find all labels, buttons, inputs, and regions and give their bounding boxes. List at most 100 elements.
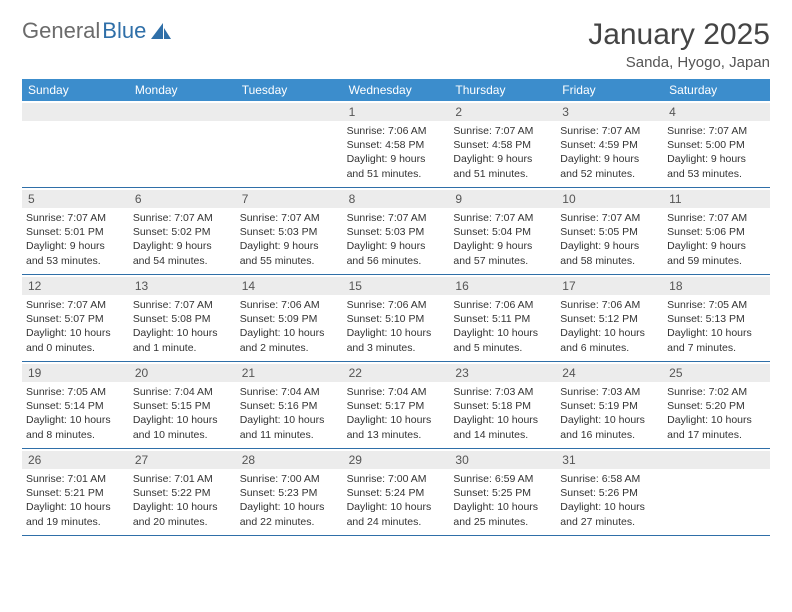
daylight-text: Daylight: 10 hours and 10 minutes. (133, 413, 232, 441)
sunset-text: Sunset: 5:11 PM (453, 312, 552, 326)
sunset-text: Sunset: 4:59 PM (560, 138, 659, 152)
daylight-text: Daylight: 10 hours and 27 minutes. (560, 500, 659, 528)
day-number: 28 (242, 453, 337, 467)
sunrise-text: Sunrise: 7:00 AM (347, 472, 446, 486)
sunrise-text: Sunrise: 7:00 AM (240, 472, 339, 486)
day-number-wrap: 24 (556, 364, 663, 382)
day-header: Wednesday (343, 79, 450, 101)
day-header-row: Sunday Monday Tuesday Wednesday Thursday… (22, 79, 770, 101)
calendar-cell: 11Sunrise: 7:07 AMSunset: 5:06 PMDayligh… (663, 188, 770, 274)
calendar-grid: Sunday Monday Tuesday Wednesday Thursday… (22, 79, 770, 536)
day-number-wrap (236, 103, 343, 121)
sunset-text: Sunset: 4:58 PM (347, 138, 446, 152)
sunset-text: Sunset: 5:06 PM (667, 225, 766, 239)
sunset-text: Sunset: 5:26 PM (560, 486, 659, 500)
day-number-wrap: 28 (236, 451, 343, 469)
daylight-text: Daylight: 10 hours and 24 minutes. (347, 500, 446, 528)
title-block: January 2025 Sanda, Hyogo, Japan (588, 18, 770, 71)
day-number: 18 (669, 279, 764, 293)
sunset-text: Sunset: 5:09 PM (240, 312, 339, 326)
sunset-text: Sunset: 5:13 PM (667, 312, 766, 326)
calendar-cell: 12Sunrise: 7:07 AMSunset: 5:07 PMDayligh… (22, 275, 129, 361)
calendar-cell: 18Sunrise: 7:05 AMSunset: 5:13 PMDayligh… (663, 275, 770, 361)
daylight-text: Daylight: 10 hours and 16 minutes. (560, 413, 659, 441)
day-number-wrap (129, 103, 236, 121)
day-header: Tuesday (236, 79, 343, 101)
sunset-text: Sunset: 5:16 PM (240, 399, 339, 413)
calendar-cell: 22Sunrise: 7:04 AMSunset: 5:17 PMDayligh… (343, 362, 450, 448)
day-number-wrap (663, 451, 770, 469)
location-text: Sanda, Hyogo, Japan (588, 54, 770, 71)
sunset-text: Sunset: 5:04 PM (453, 225, 552, 239)
calendar-cell: 2Sunrise: 7:07 AMSunset: 4:58 PMDaylight… (449, 101, 556, 187)
day-number-wrap: 15 (343, 277, 450, 295)
daylight-text: Daylight: 9 hours and 56 minutes. (347, 239, 446, 267)
daylight-text: Daylight: 10 hours and 8 minutes. (26, 413, 125, 441)
sunrise-text: Sunrise: 7:06 AM (347, 298, 446, 312)
day-number: 27 (135, 453, 230, 467)
sunrise-text: Sunrise: 7:07 AM (133, 298, 232, 312)
day-number: 7 (242, 192, 337, 206)
sunrise-text: Sunrise: 7:07 AM (453, 211, 552, 225)
daylight-text: Daylight: 10 hours and 20 minutes. (133, 500, 232, 528)
day-number-wrap: 3 (556, 103, 663, 121)
calendar-week: 19Sunrise: 7:05 AMSunset: 5:14 PMDayligh… (22, 362, 770, 449)
day-number: 20 (135, 366, 230, 380)
calendar-cell: 15Sunrise: 7:06 AMSunset: 5:10 PMDayligh… (343, 275, 450, 361)
day-number-wrap: 26 (22, 451, 129, 469)
day-number: 3 (562, 105, 657, 119)
sunset-text: Sunset: 5:10 PM (347, 312, 446, 326)
sunrise-text: Sunrise: 7:07 AM (560, 124, 659, 138)
daylight-text: Daylight: 9 hours and 55 minutes. (240, 239, 339, 267)
day-number: 13 (135, 279, 230, 293)
day-number-wrap: 5 (22, 190, 129, 208)
calendar-page: GeneralBlue January 2025 Sanda, Hyogo, J… (0, 0, 792, 546)
sunset-text: Sunset: 5:15 PM (133, 399, 232, 413)
day-number: 16 (455, 279, 550, 293)
day-number-wrap: 18 (663, 277, 770, 295)
daylight-text: Daylight: 10 hours and 14 minutes. (453, 413, 552, 441)
daylight-text: Daylight: 10 hours and 7 minutes. (667, 326, 766, 354)
daylight-text: Daylight: 9 hours and 53 minutes. (667, 152, 766, 180)
day-number: 11 (669, 192, 764, 206)
calendar-cell: 31 Sunrise: 6:58 AMSunset: 5:26 PMDayligh… (556, 449, 663, 535)
day-number-wrap: 14 (236, 277, 343, 295)
calendar-cell: 20Sunrise: 7:04 AMSunset: 5:15 PMDayligh… (129, 362, 236, 448)
day-number-wrap: 8 (343, 190, 450, 208)
day-number-wrap: 13 (129, 277, 236, 295)
daylight-text: Daylight: 9 hours and 51 minutes. (347, 152, 446, 180)
calendar-cell: 8Sunrise: 7:07 AMSunset: 5:03 PMDaylight… (343, 188, 450, 274)
calendar-cell (129, 101, 236, 187)
day-number: 30 (455, 453, 550, 467)
calendar-cell (236, 101, 343, 187)
day-number-wrap: 20 (129, 364, 236, 382)
day-number: 19 (28, 366, 123, 380)
daylight-text: Daylight: 10 hours and 1 minute. (133, 326, 232, 354)
sunset-text: Sunset: 5:08 PM (133, 312, 232, 326)
day-number: 1 (349, 105, 444, 119)
calendar-cell: 21Sunrise: 7:04 AMSunset: 5:16 PMDayligh… (236, 362, 343, 448)
day-number-wrap: 19 (22, 364, 129, 382)
sunrise-text: Sunrise: 7:07 AM (453, 124, 552, 138)
day-number-wrap: 21 (236, 364, 343, 382)
sunset-text: Sunset: 5:18 PM (453, 399, 552, 413)
page-header: GeneralBlue January 2025 Sanda, Hyogo, J… (22, 18, 770, 71)
calendar-cell: 4Sunrise: 7:07 AMSunset: 5:00 PMDaylight… (663, 101, 770, 187)
day-number: 25 (669, 366, 764, 380)
calendar-cell: 1Sunrise: 7:06 AMSunset: 4:58 PMDaylight… (343, 101, 450, 187)
brand-part1: General (22, 18, 100, 44)
calendar-week: 12Sunrise: 7:07 AMSunset: 5:07 PMDayligh… (22, 275, 770, 362)
day-number: 9 (455, 192, 550, 206)
calendar-cell: 28Sunrise: 7:00 AMSunset: 5:23 PMDayligh… (236, 449, 343, 535)
day-number: 17 (562, 279, 657, 293)
day-header: Monday (129, 79, 236, 101)
calendar-cell: 16Sunrise: 7:06 AMSunset: 5:11 PMDayligh… (449, 275, 556, 361)
daylight-text: Daylight: 9 hours and 58 minutes. (560, 239, 659, 267)
calendar-cell: 30Sunrise: 6:59 AMSunset: 5:25 PMDayligh… (449, 449, 556, 535)
sunset-text: Sunset: 5:23 PM (240, 486, 339, 500)
calendar-cell: 5Sunrise: 7:07 AMSunset: 5:01 PMDaylight… (22, 188, 129, 274)
day-number-wrap: 31 (556, 451, 663, 469)
sunrise-text: Sunrise: 7:03 AM (453, 385, 552, 399)
sunrise-text: Sunrise: 6:58 AM (560, 472, 659, 486)
day-number: 4 (669, 105, 764, 119)
